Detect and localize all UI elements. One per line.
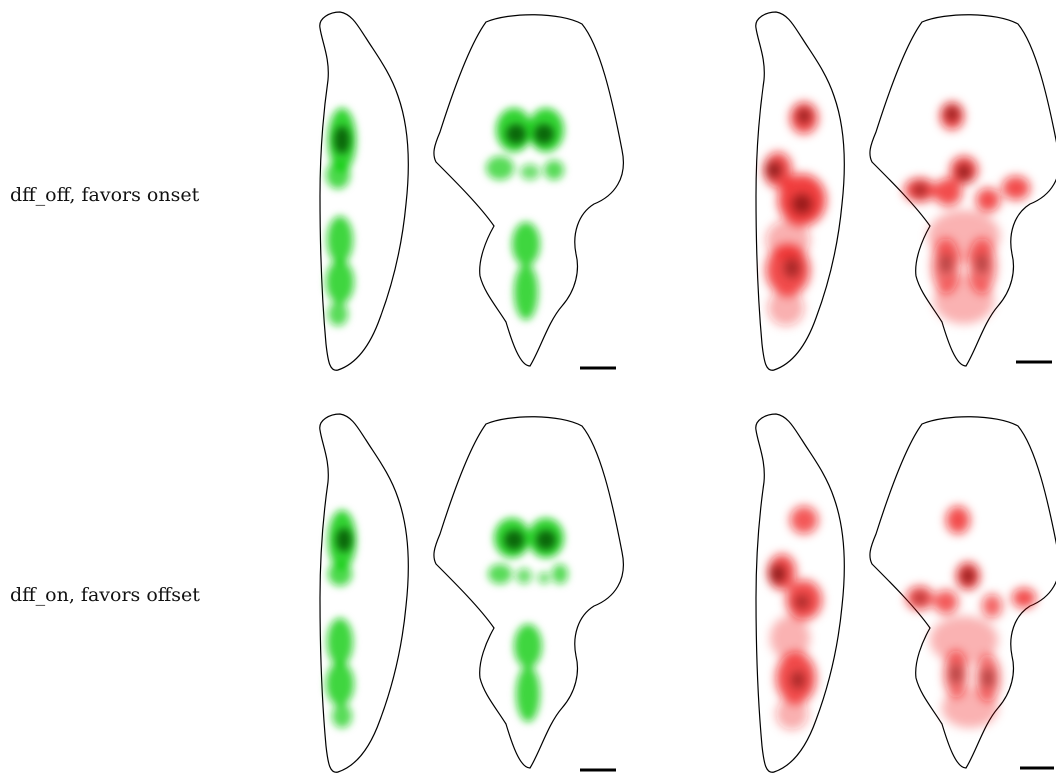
row-label-onset: dff_off, favors onset [10,184,200,206]
panel-red-top [869,14,1056,367]
green-core-top [506,124,554,144]
red-activity-top [904,102,1030,324]
red-core-side [771,565,809,689]
row-onset [319,11,1056,371]
row-offset [319,413,1056,773]
panel-red-top [869,416,1056,770]
red-core-top [914,107,987,274]
red-activity-side [764,102,826,326]
side-view-outline [755,413,845,773]
panel-green-top [433,416,624,772]
green-activity-side [326,510,356,728]
top-view-outline [869,14,1056,367]
red-core-top [915,568,993,688]
panel-red-side [755,413,845,773]
side-view-outline [755,11,845,371]
green-core-side [334,126,350,154]
side-view-outline [319,11,409,371]
panel-red-side [755,11,845,371]
red-core-side [767,109,812,278]
green-core-side [336,528,352,552]
panel-green-side [319,11,409,371]
green-core-top [504,530,556,550]
top-view-outline [433,14,624,367]
red-activity-top [906,506,1036,728]
green-activity-top [486,108,564,320]
row-label-offset: dff_on, favors offset [10,584,200,606]
side-view-outline [319,413,409,773]
panel-green-side [319,413,409,773]
red-activity-side [768,506,822,730]
panel-green-top [433,14,624,370]
top-view-outline [869,416,1056,769]
top-view-outline [433,416,624,769]
green-activity-top [488,518,568,722]
